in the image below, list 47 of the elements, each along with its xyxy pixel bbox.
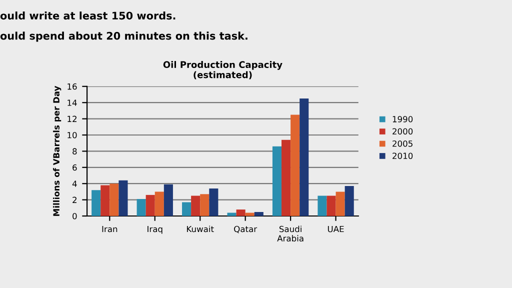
bar: [282, 140, 291, 216]
y-tick-label: 12: [68, 116, 76, 122]
bar: [318, 196, 327, 216]
x-tick-label: UAE: [328, 226, 344, 232]
bar: [118, 180, 128, 216]
chart-title: Oil Production Capacity (estimated): [163, 61, 282, 80]
bar: [182, 202, 192, 216]
x-tick-label: Qatar: [234, 226, 258, 234]
bar: [245, 212, 254, 216]
bar: [336, 192, 345, 216]
bar: [92, 190, 101, 216]
legend-label: 2000: [392, 128, 413, 135]
bar: [200, 194, 210, 216]
y-tick-label: 0: [72, 212, 77, 220]
bar: [236, 210, 246, 216]
bar: [164, 184, 173, 216]
legend-label: 2005: [392, 140, 412, 147]
y-tick-label: 2: [72, 196, 76, 203]
x-tick-label: Saudi Arabia: [277, 226, 304, 242]
bar: [136, 198, 146, 216]
bar: [100, 185, 110, 216]
x-tick-label: Iran: [102, 226, 118, 232]
bar: [290, 114, 300, 216]
bar: [300, 98, 309, 216]
y-tick-label: 4: [72, 180, 77, 187]
bar: [110, 184, 119, 216]
x-tick-label: Kuwait: [187, 226, 214, 232]
y-tick-label: 10: [68, 132, 77, 138]
y-axis-title: Millions of VBarrels per Day: [53, 86, 62, 216]
text: ould write at least 150 words.: [0, 12, 176, 20]
bar: [191, 196, 200, 216]
bar: [209, 188, 218, 216]
bar: [254, 212, 264, 216]
y-tick-label: 16: [68, 83, 77, 90]
bar: [227, 212, 236, 216]
y-tick-label: 6: [72, 164, 77, 171]
legend-label: 1990: [392, 116, 413, 122]
legend-label: 2010: [392, 152, 413, 160]
bar: [344, 186, 354, 216]
x-tick-label: Iraq: [148, 226, 162, 234]
bar: [154, 192, 164, 216]
bar: [326, 196, 336, 216]
bar: [146, 194, 155, 216]
y-tick-label: 8: [72, 148, 77, 154]
y-tick-label: 14: [68, 100, 77, 106]
text: ould spend about 20 minutes on this task.: [0, 32, 248, 42]
bar: [272, 146, 282, 216]
